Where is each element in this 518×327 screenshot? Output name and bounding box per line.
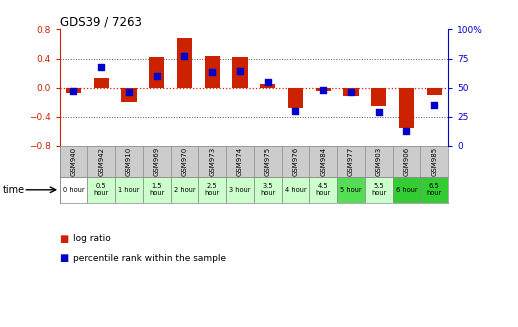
Text: 4.5
hour: 4.5 hour [315,183,331,196]
Bar [393,177,420,203]
Bar [226,177,254,203]
Bar [282,177,309,203]
Bar [420,177,448,203]
Text: 3.5
hour: 3.5 hour [260,183,276,196]
Text: GSM975: GSM975 [265,147,271,176]
Text: 0 hour: 0 hour [63,187,84,193]
Point [319,87,327,93]
Text: GSM969: GSM969 [154,147,160,176]
Bar [343,88,358,96]
Bar [177,38,192,88]
Text: ■: ■ [60,234,69,244]
Text: 0.5
hour: 0.5 hour [94,183,109,196]
Text: 2.5
hour: 2.5 hour [205,183,220,196]
Point [125,90,133,95]
Text: GSM977: GSM977 [348,147,354,176]
Bar [66,88,81,93]
Bar [60,177,88,203]
Bar [88,177,115,203]
Point [291,108,299,113]
Bar [315,88,331,91]
Bar [337,177,365,203]
Point [347,90,355,95]
Bar [94,78,109,88]
Text: GSM974: GSM974 [237,147,243,176]
Bar [143,177,170,203]
Text: GSM973: GSM973 [209,147,215,176]
Text: 6 hour: 6 hour [396,187,418,193]
Bar [260,84,276,88]
Text: 6.5
hour: 6.5 hour [426,183,442,196]
Text: 1.5
hour: 1.5 hour [149,183,164,196]
Point [208,70,217,75]
Bar [371,88,386,106]
Text: GSM906: GSM906 [404,147,409,176]
Bar [426,88,442,95]
Bar [254,177,282,203]
Point [236,69,244,74]
Bar [170,177,198,203]
Bar [121,88,137,102]
Point [180,54,189,59]
Point [264,79,272,84]
Text: GSM940: GSM940 [70,147,77,176]
Text: GSM903: GSM903 [376,147,382,176]
Point [97,64,105,69]
Text: 3 hour: 3 hour [229,187,251,193]
Bar [309,177,337,203]
Text: 5 hour: 5 hour [340,187,362,193]
Text: 1 hour: 1 hour [118,187,140,193]
Point [69,89,78,94]
Text: GSM985: GSM985 [431,147,437,176]
Bar [365,177,393,203]
Bar [399,88,414,129]
Bar [115,177,143,203]
Text: GSM942: GSM942 [98,147,104,176]
Bar [205,56,220,88]
Text: GSM984: GSM984 [320,147,326,176]
Text: 5.5
hour: 5.5 hour [371,183,386,196]
Bar [198,177,226,203]
Point [402,128,411,133]
Point [430,102,438,108]
Bar [232,57,248,88]
Text: time: time [3,185,25,195]
Text: GSM910: GSM910 [126,147,132,176]
Text: GSM976: GSM976 [293,147,298,176]
Text: percentile rank within the sample: percentile rank within the sample [73,254,226,263]
Text: log ratio: log ratio [73,234,110,243]
Text: 4 hour: 4 hour [284,187,306,193]
Text: GSM970: GSM970 [181,147,188,176]
Text: ■: ■ [60,253,69,263]
Point [375,110,383,115]
Bar [149,57,164,88]
Text: GDS39 / 7263: GDS39 / 7263 [60,15,141,28]
Text: 2 hour: 2 hour [174,187,195,193]
Bar [288,88,303,108]
Point [152,73,161,78]
